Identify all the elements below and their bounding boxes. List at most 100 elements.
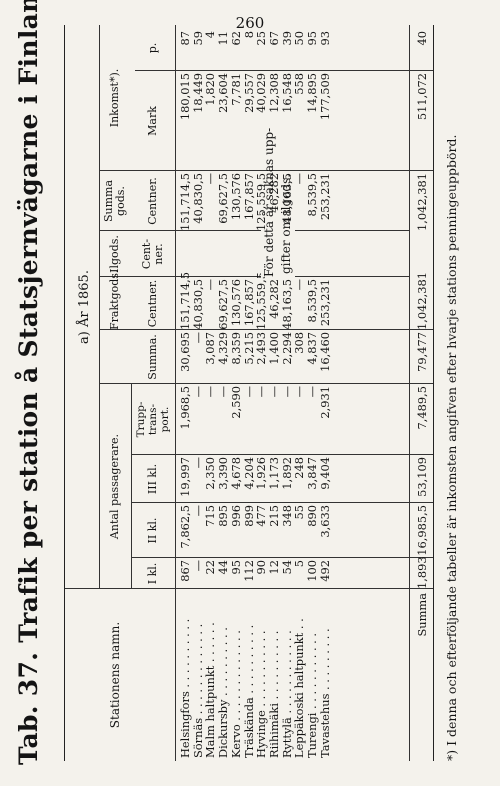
cell-summa-gods: 130,576 bbox=[228, 173, 243, 221]
col-class2: 7,862,5—715 895 996 899 477 215 348 55 890 3,633 bbox=[178, 505, 332, 558]
header-passengers: Antal passagerare. bbox=[108, 433, 121, 540]
cell-class1: 12 bbox=[266, 560, 281, 575]
cell-class1: 492 bbox=[317, 560, 332, 582]
cell-summa: 4,837 bbox=[305, 332, 320, 365]
header-mark: Mark bbox=[146, 106, 159, 136]
rule-passenger-group bbox=[131, 384, 132, 589]
col-class3: 19,997—2,350 3,390 4,678 4,204 1,926 1,173 1,8… bbox=[178, 457, 332, 503]
section-title: a) År 1865. bbox=[77, 270, 92, 344]
total-penni: 40 bbox=[415, 31, 429, 46]
cell-summa-gods: 151,714,5 bbox=[178, 173, 192, 231]
cell-class2: 3,633 bbox=[317, 505, 332, 538]
total-summa: 79,477 bbox=[415, 332, 429, 372]
cell-mark: 7,781 bbox=[228, 73, 243, 106]
cell-troop: — bbox=[305, 386, 320, 398]
rule-section bbox=[99, 25, 100, 589]
cell-fraktgods: 253,231 bbox=[317, 279, 332, 327]
header-fraktgods-unit: Centner. bbox=[146, 279, 159, 328]
cell-summa-gods: 253,231 bbox=[317, 173, 332, 221]
rule-body-bottom bbox=[409, 25, 410, 761]
cell-troop: — bbox=[216, 386, 231, 398]
cell-fraktgods: 8,539,5 bbox=[305, 279, 320, 323]
col-fraktgods: 151,714,5 40,830,5—69,627,5 130,576 167,857… bbox=[178, 272, 332, 330]
cell-penni: 95 bbox=[305, 31, 320, 46]
page-number: 260 bbox=[235, 14, 265, 32]
station-names: Helsingfors . . . . . . . . . . Sörnäs . … bbox=[178, 590, 332, 758]
cell-class3: 9,404 bbox=[317, 457, 332, 490]
header-fraktgods: Fraktgods. bbox=[108, 269, 121, 330]
col-troop: 1,968,5— — —2,590— — — — — —2,931 bbox=[178, 386, 332, 455]
cell-class2: 215 bbox=[266, 505, 281, 527]
cell-troop: 2,590 bbox=[228, 386, 243, 419]
total-fraktgods: 1,042,381 bbox=[415, 272, 429, 330]
header-class3: III kl. bbox=[146, 463, 159, 495]
cell-mark: 14,895 bbox=[305, 73, 320, 113]
cell-fraktgods: 69,627,5 bbox=[216, 279, 231, 330]
cell-class3: 3,847 bbox=[305, 457, 320, 490]
cell-summa: 8,359 bbox=[228, 332, 243, 365]
total-class1: 1,893 bbox=[415, 556, 429, 589]
header-station: Stationens namn. bbox=[108, 621, 122, 729]
header-class1: I kl. bbox=[146, 562, 159, 585]
cell-troop: 2,931 bbox=[317, 386, 332, 419]
cell-penni: 93 bbox=[317, 31, 332, 46]
footnote: *) I denna och efterföljande tabeller är… bbox=[444, 134, 459, 761]
table-title: Tab. 37. Trafik per station å Statsjernv… bbox=[14, 0, 43, 765]
total-mark: 511,072 bbox=[415, 73, 429, 121]
cell-penni: 87 bbox=[178, 31, 192, 46]
col-mark: 180,015 18,449 1,820 23,604 7,781 29,557 40,02… bbox=[178, 73, 332, 171]
cell-summa: 4,329 bbox=[216, 332, 231, 365]
col-penni: 87 59 4 11 62 8 25 67 39 50 95 93 bbox=[178, 31, 332, 71]
traffic-table: Stationens namn. a) År 1865. Antal passa… bbox=[64, 25, 434, 761]
cell-class2: 890 bbox=[305, 505, 320, 527]
col-class1: 867—22 44 95 112 90 12 54 5 100 492 bbox=[178, 560, 332, 589]
total-summa-gods: 1,042,381 bbox=[415, 173, 429, 231]
cell-mark: 12,308 bbox=[266, 73, 281, 113]
station-name: Turengi . . . . . . . . . . . bbox=[305, 632, 320, 758]
cell-troop: — bbox=[266, 386, 281, 398]
station-name: Tavastehus . . . . . . . . . bbox=[317, 628, 332, 758]
header-summa: Summa. bbox=[146, 334, 159, 380]
rotated-table-page: Tab. 37. Trafik per station å Statsjernv… bbox=[12, 0, 482, 769]
cell-penni: 67 bbox=[266, 31, 281, 46]
col-summa: 30,695—3,087 4,329 8,359 5,215 2,493 1,400 2,2… bbox=[178, 332, 332, 384]
cell-mark: 180,015 bbox=[178, 73, 192, 121]
station-name: Dickursby . . . . . . . . . . bbox=[216, 627, 231, 758]
cell-penni: 11 bbox=[216, 31, 231, 46]
cell-mark: 23,604 bbox=[216, 73, 231, 113]
cell-summa: 30,695 bbox=[178, 332, 192, 372]
cell-class2: 7,862,5 bbox=[178, 505, 192, 549]
cell-fraktgods: 130,576 bbox=[228, 279, 243, 327]
cell-class2: 895 bbox=[216, 505, 231, 527]
header-inkomst: Inkomst*). bbox=[108, 68, 121, 128]
cell-class3: 3,390 bbox=[216, 457, 231, 490]
cell-fraktgods: 46,282 bbox=[266, 279, 281, 319]
cell-summa: 1,400 bbox=[266, 332, 281, 365]
cell-class2: 996 bbox=[228, 505, 243, 527]
header-troop: Trupp- trans- port. bbox=[135, 401, 171, 438]
header-summa-gods: Summa gods. bbox=[102, 179, 127, 223]
cell-class1: 95 bbox=[228, 560, 243, 575]
cell-summa-gods: 46,282 bbox=[266, 173, 281, 213]
rule-header-bottom bbox=[175, 25, 176, 761]
cell-class1: 44 bbox=[216, 560, 231, 575]
cell-troop: 1,968,5 bbox=[178, 386, 192, 430]
cell-class3: 4,678 bbox=[228, 457, 243, 490]
total-class2: 16,985,5 bbox=[415, 505, 429, 556]
header-class2: II kl. bbox=[146, 517, 159, 544]
col-summa-gods: 151,714,5 40,830,5—69,627,5 130,576 167,857… bbox=[178, 173, 332, 231]
cell-summa-gods: 8,539,5 bbox=[305, 173, 320, 217]
station-name: Kervo . . . . . . . . . . . . . bbox=[228, 630, 243, 758]
cell-class1: 100 bbox=[305, 560, 320, 582]
total-troop: 7,489,5 bbox=[415, 386, 429, 430]
cell-summa-gods: 69,627,5 bbox=[216, 173, 231, 224]
cell-class1: 867 bbox=[178, 560, 192, 582]
header-ilgods: Ilgods. bbox=[108, 235, 121, 273]
cell-class3: 19,997 bbox=[178, 457, 192, 497]
header-penni: p. bbox=[146, 42, 159, 54]
total-class3: 53,109 bbox=[415, 457, 429, 497]
cell-penni: 62 bbox=[228, 31, 243, 46]
header-summa-gods-unit: Centner. bbox=[146, 177, 159, 225]
header-ilgods-unit: Cent- ner. bbox=[140, 238, 165, 270]
station-name: Riihimäki . . . . . . . . . . bbox=[266, 630, 281, 758]
